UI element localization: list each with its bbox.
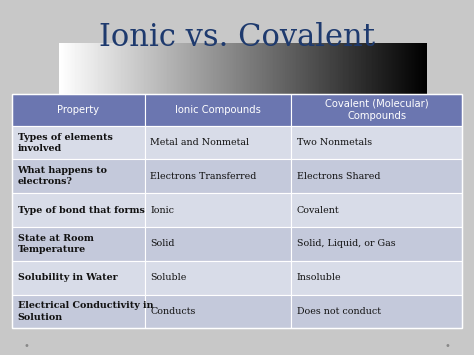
- Text: Conducts: Conducts: [150, 307, 196, 316]
- Text: Types of elements
involved: Types of elements involved: [18, 132, 112, 153]
- Text: Covalent: Covalent: [297, 206, 339, 215]
- Text: Electrons Shared: Electrons Shared: [297, 172, 380, 181]
- Text: Insoluble: Insoluble: [297, 273, 341, 282]
- Text: Covalent (Molecular)
Compounds: Covalent (Molecular) Compounds: [325, 99, 428, 121]
- Text: Ionic Compounds: Ionic Compounds: [175, 105, 261, 115]
- Text: Type of bond that forms: Type of bond that forms: [18, 206, 145, 215]
- Text: •: •: [23, 341, 29, 351]
- Text: State at Room
Temperature: State at Room Temperature: [18, 234, 93, 254]
- Text: Two Nonmetals: Two Nonmetals: [297, 138, 372, 147]
- Text: Ionic vs. Covalent: Ionic vs. Covalent: [99, 22, 375, 53]
- Text: Electrons Transferred: Electrons Transferred: [150, 172, 257, 181]
- Text: Solid, Liquid, or Gas: Solid, Liquid, or Gas: [297, 239, 395, 248]
- Text: Ionic: Ionic: [150, 206, 174, 215]
- Text: Property: Property: [57, 105, 99, 115]
- Text: What happens to
electrons?: What happens to electrons?: [18, 166, 108, 186]
- Text: Solubility in Water: Solubility in Water: [18, 273, 117, 282]
- Text: Solid: Solid: [150, 239, 175, 248]
- Text: Soluble: Soluble: [150, 273, 187, 282]
- Text: Does not conduct: Does not conduct: [297, 307, 381, 316]
- Text: Electrical Conductivity in
Solution: Electrical Conductivity in Solution: [18, 301, 153, 322]
- Text: •: •: [445, 341, 451, 351]
- Text: Metal and Nonmetal: Metal and Nonmetal: [150, 138, 249, 147]
